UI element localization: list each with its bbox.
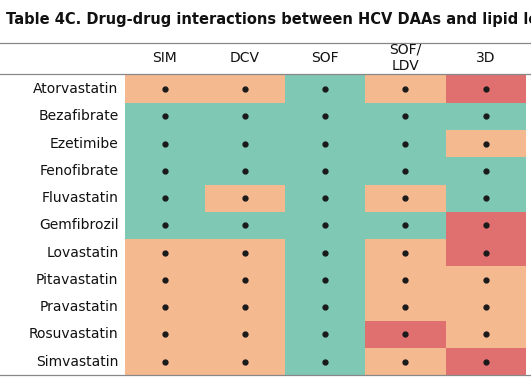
Text: SIM: SIM <box>152 51 177 65</box>
Text: Lovastatin: Lovastatin <box>46 246 118 260</box>
Bar <box>365 348 446 375</box>
Text: Table 4C. Drug-drug interactions between HCV DAAs and lipid lowering drugs.: Table 4C. Drug-drug interactions between… <box>6 12 531 27</box>
Text: Fluvastatin: Fluvastatin <box>41 191 118 205</box>
Bar <box>446 294 526 321</box>
Bar <box>125 239 205 266</box>
Bar <box>365 130 446 157</box>
Text: Simvastatin: Simvastatin <box>36 355 118 369</box>
Text: SOF/
LDV: SOF/ LDV <box>389 43 422 73</box>
Text: Atorvastatin: Atorvastatin <box>33 82 118 96</box>
Bar <box>205 212 285 239</box>
Bar <box>285 266 365 294</box>
Bar <box>125 185 205 212</box>
Bar <box>205 239 285 266</box>
Bar <box>125 130 205 157</box>
Bar <box>285 185 365 212</box>
Bar <box>205 348 285 375</box>
Bar <box>285 348 365 375</box>
Bar <box>446 157 526 185</box>
Bar <box>285 294 365 321</box>
Text: 3D: 3D <box>476 51 495 65</box>
Bar <box>446 266 526 294</box>
Bar <box>446 75 526 103</box>
Text: SOF: SOF <box>311 51 339 65</box>
Bar <box>446 103 526 130</box>
Bar <box>365 75 446 103</box>
Bar <box>125 103 205 130</box>
Bar <box>205 294 285 321</box>
Bar <box>125 75 205 103</box>
Bar <box>205 75 285 103</box>
Text: Gemfibrozil: Gemfibrozil <box>39 218 118 233</box>
Bar <box>205 157 285 185</box>
Text: Rosuvastatin: Rosuvastatin <box>29 327 118 341</box>
Bar <box>285 75 365 103</box>
Bar <box>365 266 446 294</box>
Bar <box>285 239 365 266</box>
Bar <box>125 157 205 185</box>
Bar <box>365 294 446 321</box>
Bar <box>365 212 446 239</box>
Bar <box>125 266 205 294</box>
Bar <box>285 130 365 157</box>
Bar <box>285 321 365 348</box>
Bar <box>365 157 446 185</box>
Bar <box>205 266 285 294</box>
Bar <box>205 321 285 348</box>
Bar <box>446 348 526 375</box>
Text: Fenofibrate: Fenofibrate <box>39 164 118 178</box>
Bar <box>125 294 205 321</box>
Bar <box>365 239 446 266</box>
Bar <box>205 185 285 212</box>
Text: Ezetimibe: Ezetimibe <box>50 137 118 151</box>
Bar <box>446 321 526 348</box>
Bar <box>125 321 205 348</box>
Text: Pitavastatin: Pitavastatin <box>36 273 118 287</box>
Bar <box>365 185 446 212</box>
Bar <box>285 212 365 239</box>
Text: Bezafibrate: Bezafibrate <box>38 110 118 123</box>
Bar <box>365 103 446 130</box>
Bar <box>285 103 365 130</box>
Bar <box>205 103 285 130</box>
Bar <box>365 321 446 348</box>
Bar <box>446 239 526 266</box>
Bar <box>446 130 526 157</box>
Bar <box>205 130 285 157</box>
Bar <box>446 185 526 212</box>
Bar <box>125 212 205 239</box>
Bar <box>446 212 526 239</box>
Bar <box>285 157 365 185</box>
Text: DCV: DCV <box>230 51 260 65</box>
Text: Pravastatin: Pravastatin <box>40 300 118 314</box>
Bar <box>125 348 205 375</box>
